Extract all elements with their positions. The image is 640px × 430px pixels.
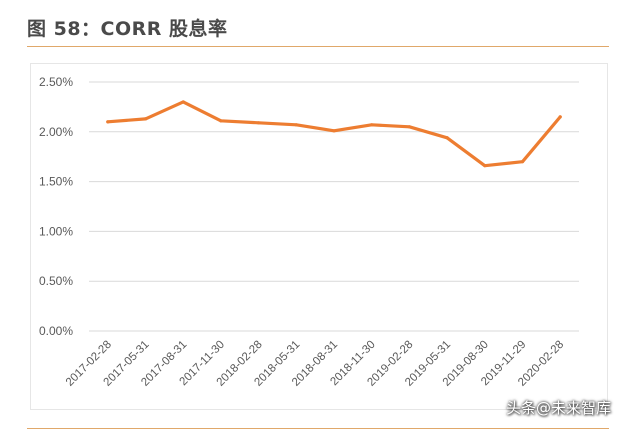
data-point <box>483 164 487 168</box>
bottom-divider <box>27 428 609 429</box>
gridlines <box>89 81 579 332</box>
figure-title: 图 58：CORR 股息率 <box>27 18 228 40</box>
data-point <box>143 117 148 121</box>
data-point <box>407 125 411 129</box>
y-tick-label: 0.50% <box>39 274 73 288</box>
data-point <box>181 100 185 104</box>
data-point <box>106 120 110 124</box>
data-point <box>332 129 336 133</box>
y-tick-label: 0.00% <box>39 324 73 338</box>
watermark: 头条@未来智库 <box>506 399 612 417</box>
data-point <box>370 123 374 127</box>
title-divider <box>27 46 609 47</box>
series-line <box>106 100 562 168</box>
y-axis-tick-labels: 0.00% 0.50% 1.00% 1.50% 2.00% 2.50% <box>39 75 73 338</box>
y-tick-label: 1.00% <box>39 224 73 238</box>
x-axis-tick-labels: 2017-02-282017-05-312017-08-312017-11-30… <box>64 339 566 389</box>
dividend-yield-line-chart: 0.00% 0.50% 1.00% 1.50% 2.00% 2.50% 2017-02-2… <box>39 75 579 389</box>
data-point <box>219 119 223 123</box>
data-point <box>520 160 525 164</box>
data-point <box>558 115 562 119</box>
y-tick-label: 2.50% <box>39 75 73 89</box>
y-tick-label: 2.00% <box>39 125 73 139</box>
data-point <box>445 136 449 140</box>
y-tick-label: 1.50% <box>39 175 73 189</box>
data-point <box>294 123 298 127</box>
data-point <box>257 121 261 125</box>
series-layer <box>106 100 562 168</box>
chart-area: 0.00% 0.50% 1.00% 1.50% 2.00% 2.50% 2017-02-2… <box>30 63 608 410</box>
